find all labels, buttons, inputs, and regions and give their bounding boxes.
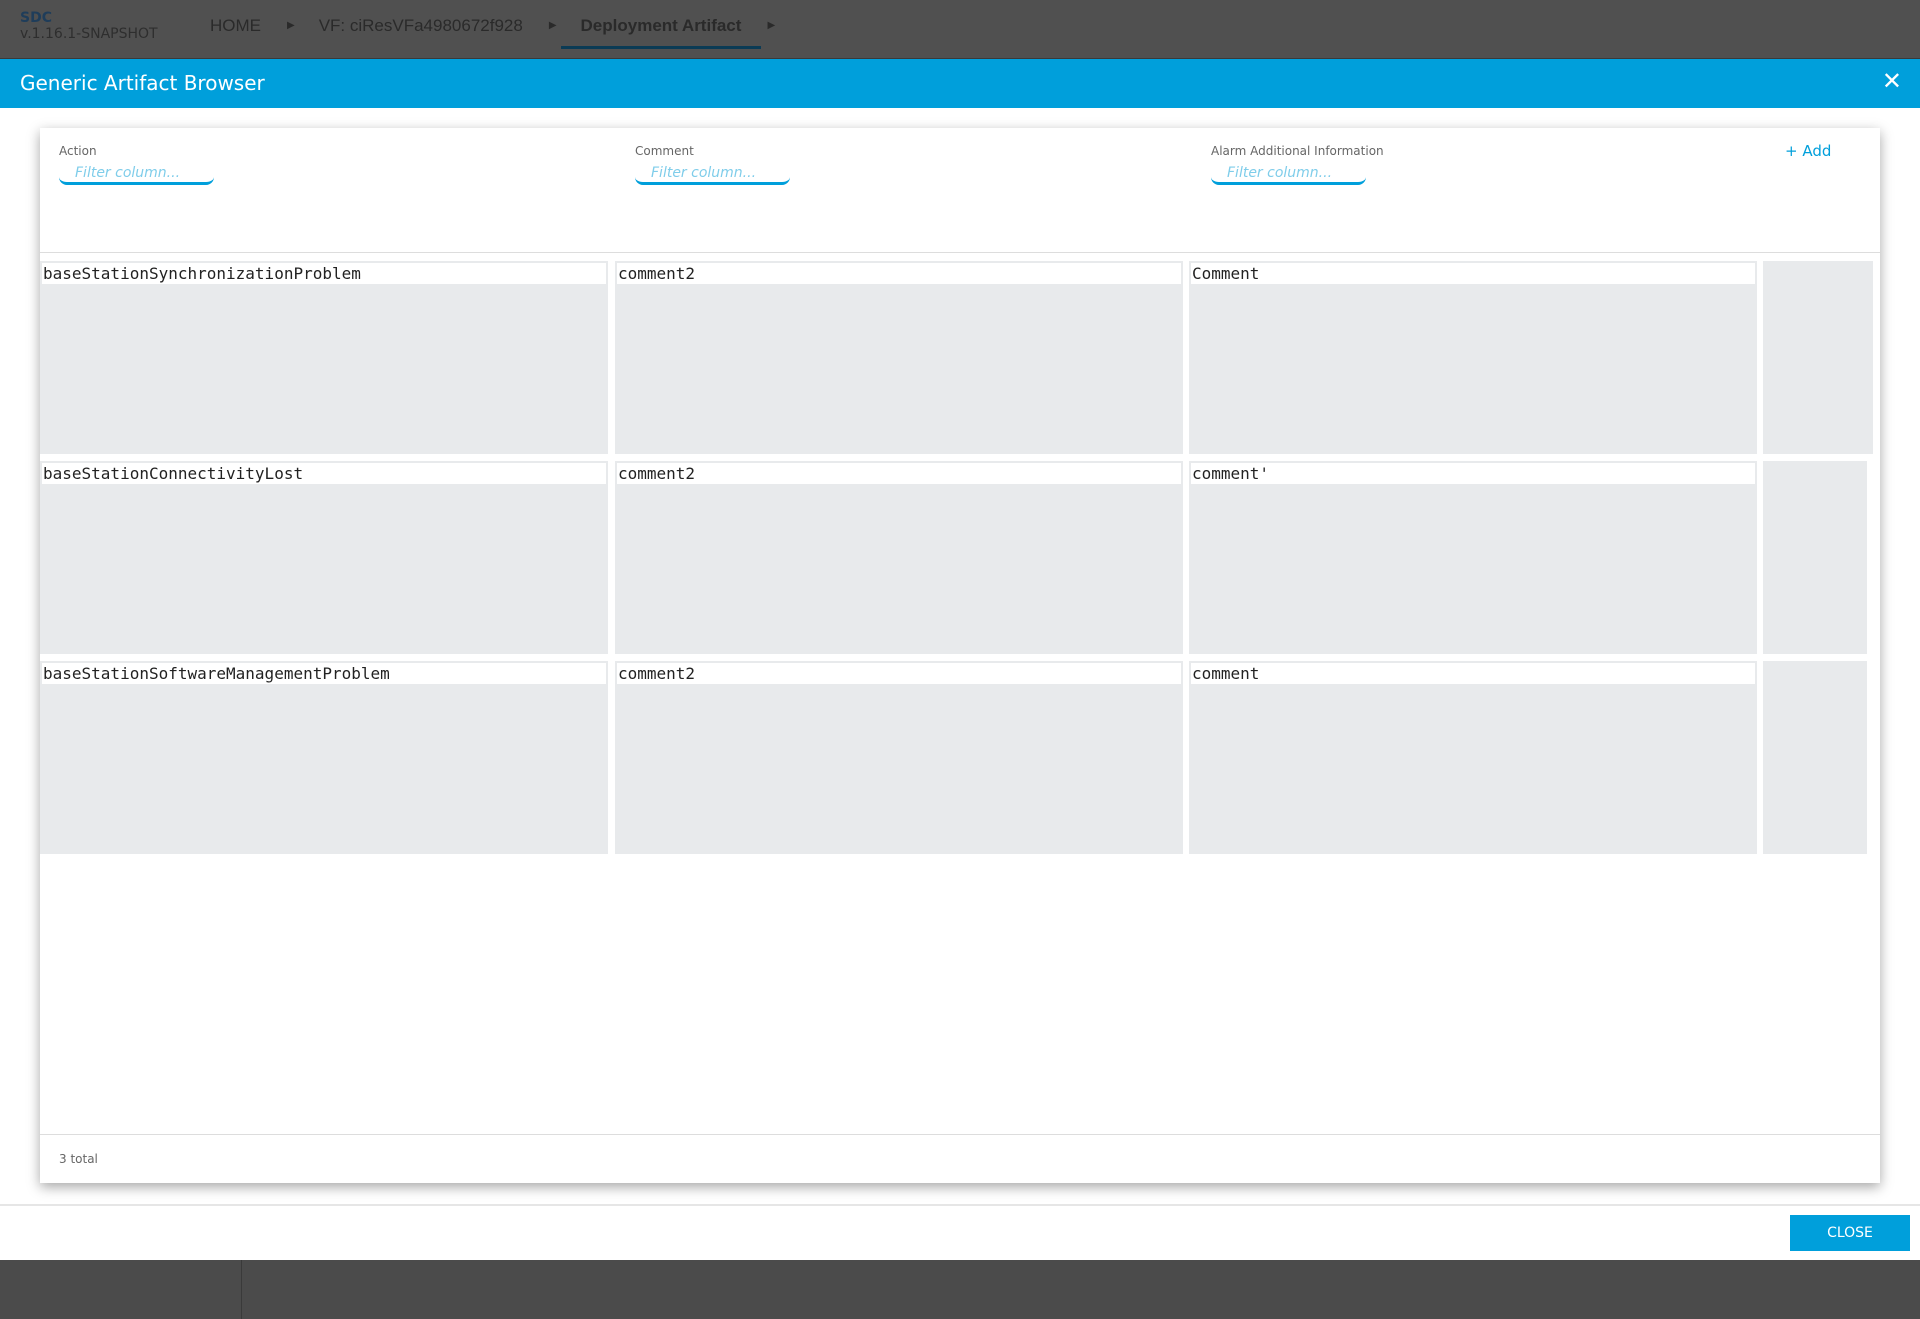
table-cell: comment — [1189, 661, 1757, 854]
cell-value-input[interactable]: comment2 — [617, 263, 1181, 284]
column-header-comment: Comment — [635, 144, 694, 158]
breadcrumb-vf[interactable]: VF: ciResVFa4980672f928 — [318, 16, 523, 35]
cell-value-input[interactable]: comment2 — [617, 463, 1181, 484]
cell-value-input[interactable]: baseStationSynchronizationProblem — [42, 263, 606, 284]
chevron-right-icon: ▶ — [287, 20, 295, 31]
filter-action-input[interactable] — [59, 163, 214, 185]
table-cell: baseStationConnectivityLost — [40, 461, 608, 654]
filter-header: Action Comment Alarm Additional Informat… — [40, 128, 1880, 253]
row-actions-cell[interactable] — [1763, 461, 1867, 654]
artifact-table: Action Comment Alarm Additional Informat… — [40, 128, 1880, 1183]
sidebar-divider — [241, 1260, 242, 1319]
column-header-alarm-info: Alarm Additional Information — [1211, 144, 1384, 158]
cell-value-input[interactable]: comment — [1191, 663, 1755, 684]
modal-title: Generic Artifact Browser — [20, 71, 265, 95]
chevron-right-icon: ▶ — [548, 20, 557, 31]
row-actions-cell[interactable] — [1763, 261, 1873, 454]
breadcrumb-deployment-artifact[interactable]: Deployment Artifact — [560, 16, 762, 49]
column-header-action: Action — [59, 144, 97, 158]
table-cell: comment2 — [615, 461, 1183, 654]
cell-value-input[interactable]: Comment — [1191, 263, 1755, 284]
close-button[interactable]: CLOSE — [1790, 1215, 1910, 1251]
cell-value-input[interactable]: comment' — [1191, 463, 1755, 484]
table-cell: Comment — [1189, 261, 1757, 454]
modal-header: Generic Artifact Browser ✕ — [0, 59, 1920, 108]
cell-value-input[interactable]: baseStationConnectivityLost — [42, 463, 606, 484]
version-label: v.1.16.1-SNAPSHOT — [20, 26, 158, 42]
table-cell: baseStationSynchronizationProblem — [40, 261, 608, 454]
total-count: 3 total — [59, 1152, 98, 1166]
table-cell: comment2 — [615, 661, 1183, 854]
close-icon[interactable]: ✕ — [1881, 67, 1902, 95]
table-cell: comment2 — [615, 261, 1183, 454]
breadcrumb: HOME ▶ VF: ciResVFa4980672f928 ▶ Deploym… — [210, 16, 799, 49]
table-footer: 3 total — [40, 1134, 1880, 1183]
cell-value-input[interactable]: comment2 — [617, 663, 1181, 684]
chevron-right-icon: ▶ — [767, 20, 776, 31]
filter-alarm-info-input[interactable] — [1211, 163, 1366, 185]
breadcrumb-home[interactable]: HOME — [210, 16, 261, 35]
table-cell: baseStationSoftwareManagementProblem — [40, 661, 608, 854]
brand[interactable]: SDC v.1.16.1-SNAPSHOT — [20, 10, 158, 42]
add-button[interactable]: + Add — [1785, 142, 1832, 160]
modal-body: Action Comment Alarm Additional Informat… — [0, 108, 1920, 1260]
table-cell: comment' — [1189, 461, 1757, 654]
filter-comment-input[interactable] — [635, 163, 790, 185]
brand-name: SDC — [20, 10, 52, 26]
row-actions-cell[interactable] — [1763, 661, 1867, 854]
top-navigation-bar: SDC v.1.16.1-SNAPSHOT HOME ▶ VF: ciResVF… — [0, 0, 1920, 59]
divider — [0, 1204, 1920, 1206]
cell-value-input[interactable]: baseStationSoftwareManagementProblem — [42, 663, 606, 684]
